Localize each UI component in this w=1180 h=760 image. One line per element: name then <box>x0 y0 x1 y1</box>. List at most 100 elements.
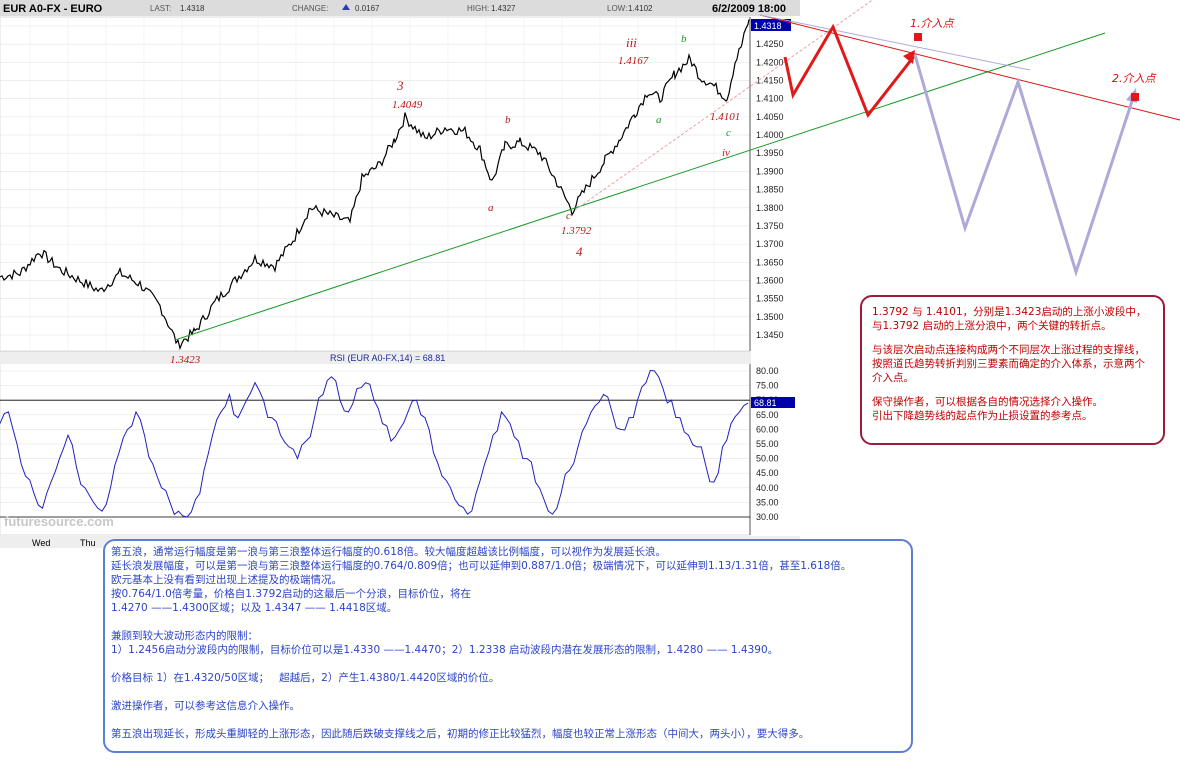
blue-box-line: 按0.764/1.0倍考量，价格自1.3792启动的这最后一个分浪，目标价位，将… <box>111 588 472 600</box>
blue-box-line <box>111 685 905 699</box>
red-projection-arrowhead <box>903 50 915 64</box>
blue-box-line <box>111 615 905 629</box>
wave-value-4167: 1.4167 <box>618 55 649 67</box>
blue-box-line: 第五浪，通常运行幅度是第一浪与第三浪整体运行幅度的0.618倍。较大幅度超越该比… <box>111 546 667 558</box>
symbol-title: EUR A0-FX - EURO <box>3 3 103 15</box>
red-channel-trendline <box>574 0 874 211</box>
blue-box-line: 激进操作者，可以参考这信息介入操作。 <box>111 700 300 712</box>
low-label: LOW: <box>607 4 627 13</box>
entry-point-1-marker <box>914 33 922 41</box>
wave-label-b-red: b <box>505 114 511 126</box>
blue-box-line <box>111 713 905 727</box>
wave-label-iii: iii <box>626 35 637 50</box>
watermark: futuresource.com <box>4 514 114 529</box>
price-tick-label: 1.3850 <box>756 185 784 195</box>
wave-value-3792: 1.3792 <box>561 225 592 237</box>
purple-projection-path <box>913 54 1136 277</box>
rsi-title: RSI (EUR A0-FX,14) = 68.81 <box>330 353 445 363</box>
wave-label-c-red: c <box>566 210 571 222</box>
price-tick-label: 1.3500 <box>756 312 784 322</box>
price-tick-label: 1.3800 <box>756 203 784 213</box>
rsi-tick-label: 55.00 <box>756 439 779 449</box>
price-series-line <box>0 19 750 351</box>
rsi-reference-lines <box>0 399 750 518</box>
blue-box-line <box>111 657 905 671</box>
rsi-tick-label: 75.00 <box>756 381 779 391</box>
rsi-y-axis: 80.0075.0070.0065.0060.0055.0050.0045.00… <box>756 366 779 522</box>
entry-point-2-marker <box>1131 93 1139 101</box>
rsi-tick-label: 80.00 <box>756 366 779 376</box>
low-value: 1.4102 <box>628 4 653 13</box>
price-tick-label: 1.3700 <box>756 239 784 249</box>
price-tick-label: 1.4150 <box>756 76 784 86</box>
header-bar <box>0 0 800 16</box>
green-support-trendline <box>174 32 1106 341</box>
blue-box-line: 欧元基本上没有看到过出现上述提及的极端情况。 <box>111 574 342 586</box>
lavender-descending-trendline <box>759 14 1031 71</box>
rsi-last-tag-label: 68.81 <box>754 398 777 408</box>
wave-label-c-green: c <box>726 127 731 139</box>
rsi-title-bar <box>0 352 750 364</box>
blue-box-line: 延长浪发展幅度，可以是第一浪与第三浪整体运行幅度的0.764/0.809倍；也可… <box>111 560 852 572</box>
blue-annotation-box: 第五浪，通常运行幅度是第一浪与第三浪整体运行幅度的0.618倍。较大幅度超越该比… <box>103 539 913 753</box>
price-tick-label: 1.4250 <box>756 39 784 49</box>
entry-point-2-label: 2.介入点 <box>1112 72 1157 85</box>
blue-box-line: 价格目标 1）在1.4320/50区域； 超越后，2）产生1.4380/1.44… <box>111 672 500 684</box>
wave-label-a-green: a <box>656 114 662 126</box>
wave-label-iv: iv <box>722 147 730 159</box>
red-descending-trendline <box>759 14 1180 121</box>
wave-label-b-green: b <box>681 33 687 45</box>
last-price-tag-label: 1.4318 <box>754 21 782 31</box>
last-value: 1.4318 <box>180 4 205 13</box>
blue-box-line: 兼顾到较大波动形态内的限制： <box>111 630 258 642</box>
price-tick-label: 1.3550 <box>756 294 784 304</box>
rsi-tick-label: 35.00 <box>756 497 779 507</box>
price-tick-label: 1.4200 <box>756 57 784 67</box>
rsi-panel <box>0 351 751 536</box>
wave-value-4101: 1.4101 <box>710 111 740 123</box>
blue-box-line: 1.4270 ——1.4300区域；以及 1.4347 —— 1.4418区域。 <box>111 602 398 614</box>
change-label: CHANGE: <box>292 4 328 13</box>
high-label: HIGH: <box>467 4 489 13</box>
wave-label-3: 3 <box>396 78 404 93</box>
price-tick-label: 1.3950 <box>756 148 784 158</box>
rsi-tick-label: 65.00 <box>756 410 779 420</box>
price-tick-label: 1.3450 <box>756 330 784 340</box>
wave-label-4: 4 <box>576 244 583 259</box>
pink-box-paragraph: 与该层次启动点连接构成两个不同层次上涨过程的支撑线，按照道氏趋势转折判别三要素而… <box>872 344 1145 384</box>
rsi-tick-label: 60.00 <box>756 424 779 434</box>
high-value: 1.4327 <box>491 4 516 13</box>
price-tick-label: 1.3650 <box>756 257 784 267</box>
rsi-tick-label: 45.00 <box>756 468 779 478</box>
rsi-tick-label: 50.00 <box>756 454 779 464</box>
entry-point-1-label: 1.介入点 <box>910 17 955 30</box>
last-price-tag <box>751 19 791 31</box>
rsi-tick-label: 40.00 <box>756 483 779 493</box>
change-value: 0.0167 <box>355 4 380 13</box>
x-label-wed: Wed <box>32 538 50 548</box>
rsi-series-line <box>0 369 749 518</box>
price-tick-label: 1.3900 <box>756 166 784 176</box>
price-tick-label: 1.3600 <box>756 275 784 285</box>
pink-annotation-box: 1.3792 与 1.4101，分别是1.3423启动的上涨小波段中，与1.37… <box>860 295 1165 445</box>
price-tick-label: 1.3750 <box>756 221 784 231</box>
blue-box-line: 第五浪出现延长，形成头重脚轻的上涨形态，因此随后跌破支撑线之后，初期的修正比较猛… <box>111 728 810 740</box>
last-label: LAST: <box>150 4 171 13</box>
price-y-axis: 1.43001.42501.42001.41501.41001.40501.40… <box>756 21 784 340</box>
pink-box-paragraph: 保守操作者，可以根据各自的情况选择介入操作。 引出下降趋势线的起点作为止损设置的… <box>872 396 1103 422</box>
x-label-thu: Thu <box>80 538 96 548</box>
blue-box-line: 1）1.2456启动分波段内的限制，目标价位可以是1.4330 ——1.4470… <box>111 644 779 656</box>
price-grid <box>0 17 750 351</box>
up-arrow-icon <box>342 4 350 10</box>
wave-value-3423: 1.3423 <box>170 354 201 366</box>
price-tick-label: 1.4050 <box>756 112 784 122</box>
wave-label-a-red: a <box>488 202 494 214</box>
pink-box-paragraph: 1.3792 与 1.4101，分别是1.3423启动的上涨小波段中，与1.37… <box>872 306 1147 332</box>
datetime: 6/2/2009 18:00 <box>712 3 786 15</box>
price-panel <box>0 16 751 352</box>
red-projection-path <box>783 23 917 118</box>
price-tick-label: 1.4100 <box>756 94 784 104</box>
rsi-last-tag <box>751 397 795 408</box>
wave-value-4049: 1.4049 <box>392 99 423 111</box>
